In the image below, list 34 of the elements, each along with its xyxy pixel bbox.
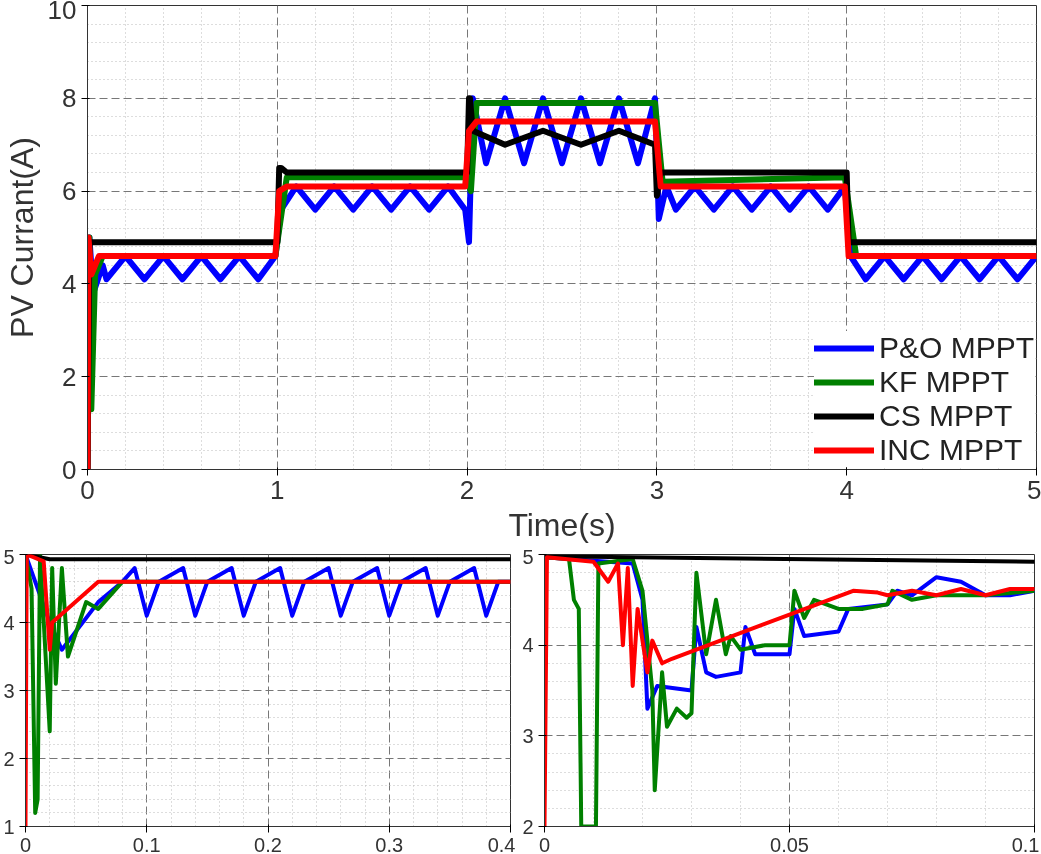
y-tick-label: 5 [522,545,534,568]
y-tick-label: 10 [47,0,77,25]
x-tick-label: 0.4 [487,833,516,854]
y-tick-label: 4 [3,611,15,634]
x-tick-label: 0.1 [132,833,161,854]
legend-label: KF MPPT [878,365,1009,399]
y-tick-label: 2 [62,361,77,392]
y-tick-label: 5 [3,545,15,568]
legend-label: CS MPPT [878,399,1013,433]
legend-label: INC MPPT [878,433,1023,467]
x-tick-label: 0 [19,833,32,854]
y-tick-label: 3 [522,724,534,747]
y-tick-label: 4 [522,634,534,657]
y-tick-label: 2 [522,815,534,838]
x-axis-title: Time(s) [508,506,616,543]
x-tick-label: 4 [839,474,854,505]
x-tick-label: 2 [459,474,475,505]
x-tick-label: 0.05 [770,833,809,854]
x-tick-label: 1 [270,474,285,505]
x-tick-label: 3 [649,474,665,505]
x-tick-label: 0.2 [254,833,282,854]
y-tick-label: 3 [3,679,15,702]
x-tick-label: 5 [1027,474,1041,505]
x-tick-label: 0 [538,833,551,854]
legend-label: P&O MPPT [878,331,1034,365]
y-tick-label: 2 [3,747,15,770]
y-tick-label: 1 [3,815,15,838]
x-tick-label: 0.1 [1011,833,1040,854]
y-tick-label: 6 [62,176,77,207]
y-tick-label: 8 [62,83,77,114]
y-tick-label: 4 [62,268,77,299]
x-tick-label: 0.3 [375,833,404,854]
y-axis-title: PV Currant(A) [3,137,40,338]
y-tick-label: 0 [62,454,77,485]
